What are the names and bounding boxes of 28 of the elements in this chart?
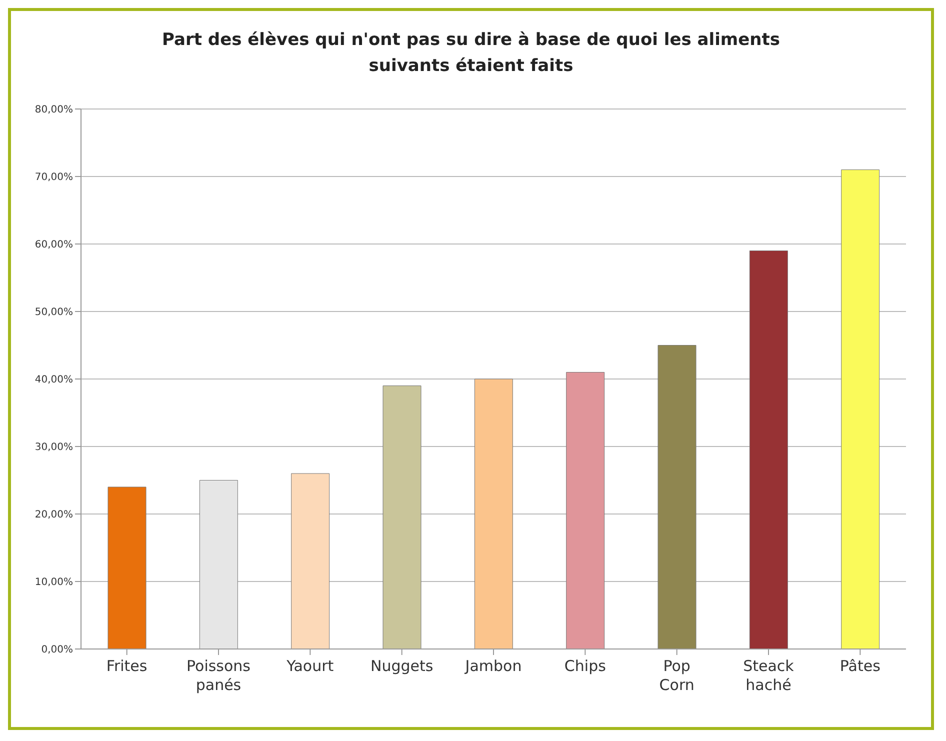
bar bbox=[382, 386, 422, 649]
x-tick-label: Poissons panés bbox=[186, 657, 251, 694]
x-tick-label: Pop Corn bbox=[659, 657, 694, 694]
bar bbox=[566, 372, 605, 649]
y-tick-label: 40,00% bbox=[34, 374, 73, 386]
y-tick-label: 0,00% bbox=[41, 644, 73, 656]
x-tick-label: Steack haché bbox=[743, 657, 794, 694]
y-tick-label: 70,00% bbox=[34, 172, 73, 184]
bar bbox=[199, 480, 238, 649]
bar bbox=[841, 170, 880, 649]
bar bbox=[474, 378, 513, 649]
x-tick-label: Chips bbox=[564, 657, 606, 675]
y-tick-label: 20,00% bbox=[34, 510, 73, 521]
y-tick-label: 10,00% bbox=[34, 577, 73, 588]
y-tick-label: 30,00% bbox=[34, 442, 73, 454]
x-tick-label: Jambon bbox=[464, 657, 522, 675]
x-tick-label: Yaourt bbox=[286, 657, 334, 675]
x-tick-label: Nuggets bbox=[370, 657, 434, 675]
y-tick-label: 80,00% bbox=[34, 104, 73, 116]
bar bbox=[658, 345, 696, 649]
bar bbox=[749, 250, 788, 649]
y-tick-label: 50,00% bbox=[34, 307, 73, 318]
x-tick-label: Frites bbox=[106, 657, 148, 675]
x-tick-label: Pâtes bbox=[840, 657, 881, 675]
chart-title: Part des élèves qui n'ont pas su dire à base de quoi les aliments suivants étaient faits bbox=[161, 29, 781, 78]
bar bbox=[291, 473, 330, 649]
bar bbox=[108, 486, 146, 649]
y-tick-label: 60,00% bbox=[34, 240, 73, 251]
